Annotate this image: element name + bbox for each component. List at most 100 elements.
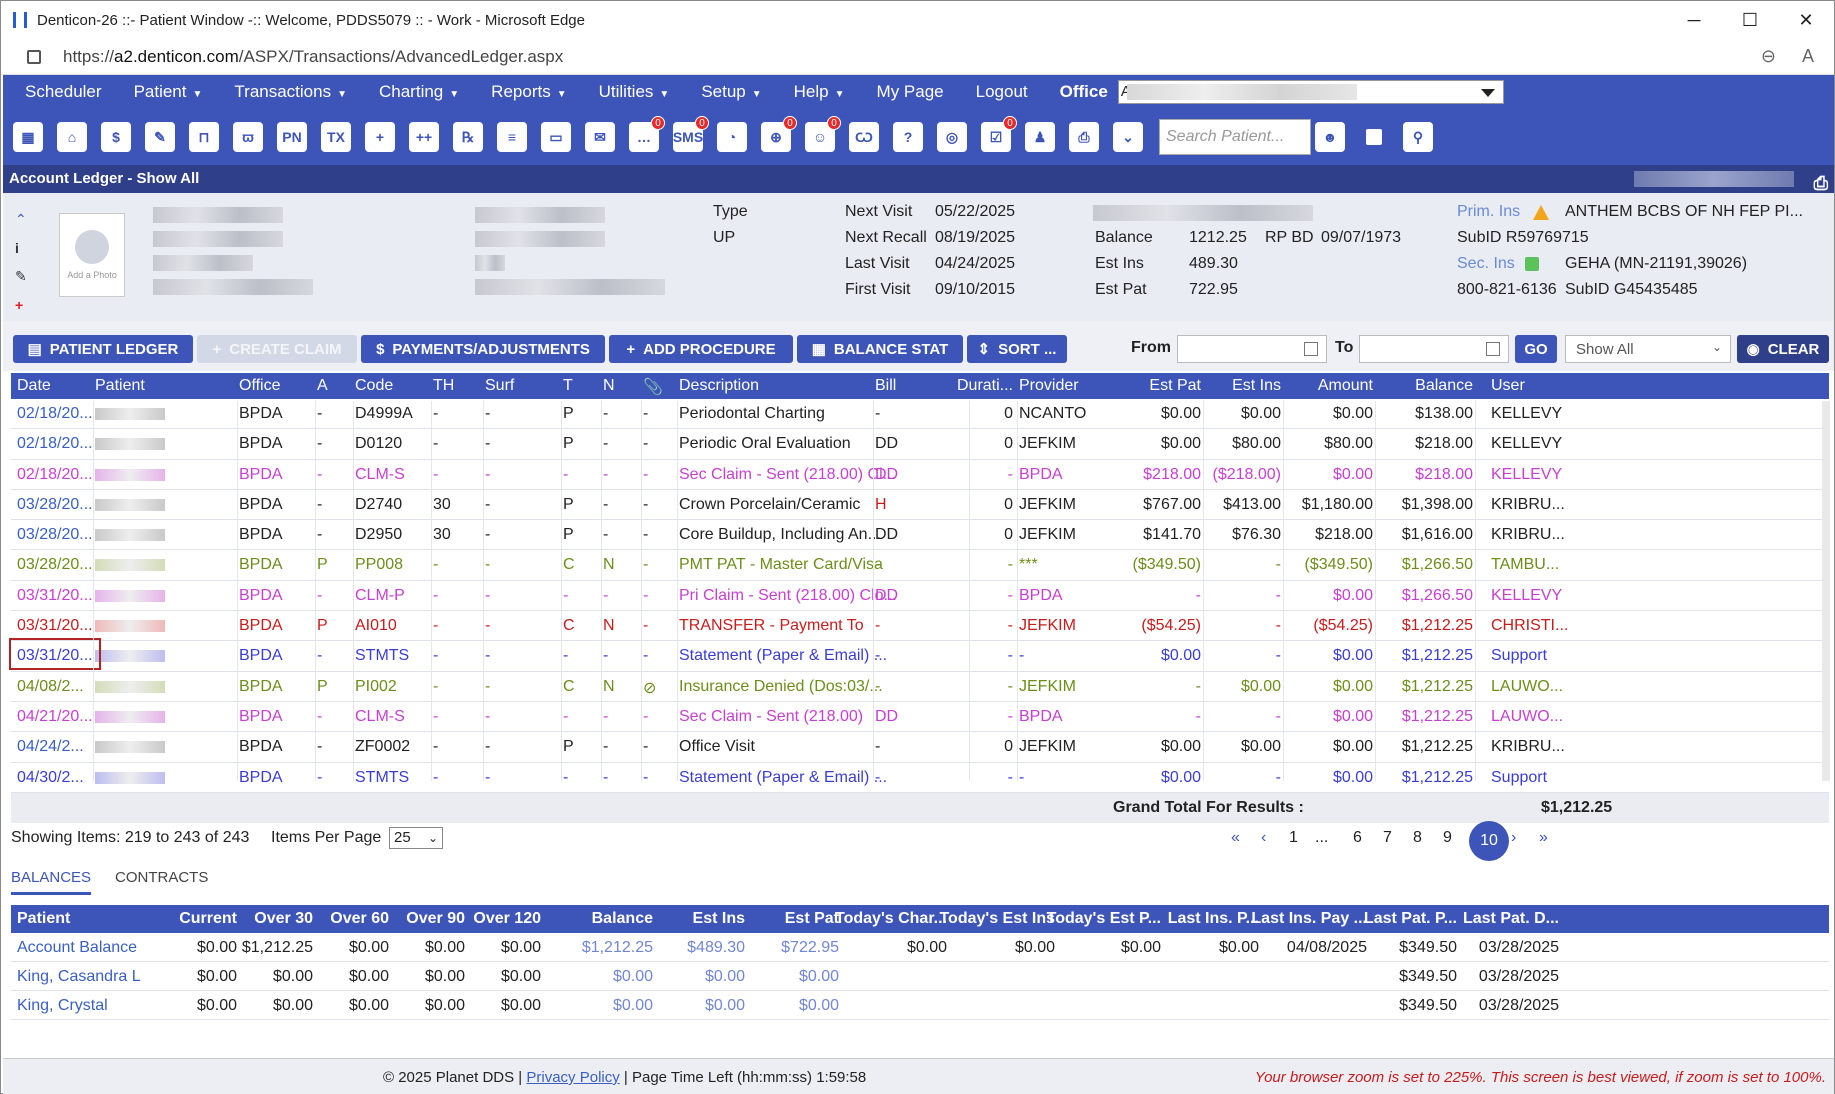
menu-item-charting[interactable]: Charting ▼: [379, 82, 459, 102]
table-row[interactable]: 02/18/20... BPDA - D4999A - - P - - Periodontal C…: [11, 399, 1829, 430]
table-row[interactable]: 04/24/2... BPDA - ZF0002 - - P - - Office Visit - 0…: [11, 732, 1829, 763]
calendar-icon[interactable]: [1304, 342, 1318, 356]
zoom-icon[interactable]: ⊖: [1760, 46, 1776, 66]
menu-item-reports[interactable]: Reports ▼: [491, 82, 566, 102]
last-page-icon[interactable]: »: [1539, 829, 1548, 846]
patient-ledger-button[interactable]: ▤ PATIENT LEDGER: [13, 335, 193, 363]
minimize-button[interactable]: ─: [1687, 9, 1701, 30]
calendar-icon[interactable]: ▦: [9, 118, 47, 156]
multi-search-icon[interactable]: ⚲: [1399, 118, 1437, 156]
office-select[interactable]: A: [1117, 80, 1504, 104]
table-row[interactable]: 03/28/20... BPDA P PP008- - C N - PMT PAT - Mast…: [11, 550, 1829, 581]
menu-item-my-page[interactable]: My Page: [877, 82, 944, 102]
clear-button[interactable]: ◉ CLEAR: [1737, 335, 1829, 363]
search-patient-input[interactable]: Search Patient...: [1159, 119, 1311, 155]
add-family-icon[interactable]: ++: [405, 118, 443, 156]
date-link[interactable]: 03/31/20...: [17, 647, 93, 665]
table-row[interactable]: 03/28/20... BPDA - D2740 30 - P - - Crown Porcela…: [11, 490, 1829, 521]
page-6[interactable]: 8: [1413, 829, 1422, 846]
read-aloud-icon[interactable]: A: [1801, 46, 1814, 66]
rx-icon[interactable]: ℞: [449, 118, 487, 156]
collapse-icon[interactable]: ⌄: [1109, 118, 1147, 156]
payments-adjustments-button[interactable]: $ PAYMENTS/ADJUSTMENTS: [361, 335, 605, 363]
date-link[interactable]: 04/24/2...: [17, 738, 84, 756]
date-link[interactable]: 02/18/20...: [17, 465, 93, 483]
table-row[interactable]: 04/21/20... BPDA - CLM-S - - - - - Sec Claim - Se…: [11, 702, 1829, 733]
date-link[interactable]: 03/28/20...: [17, 526, 93, 544]
info-icon[interactable]: i: [15, 240, 19, 256]
checkbox-icon[interactable]: [1355, 118, 1393, 156]
menu-item-logout[interactable]: Logout: [976, 82, 1028, 102]
add-procedure-button[interactable]: + ADD PROCEDURE: [609, 335, 793, 363]
page-3[interactable]: ...: [1315, 829, 1329, 846]
menu-item-scheduler[interactable]: Scheduler: [25, 82, 102, 102]
date-link[interactable]: 02/18/20...: [17, 435, 93, 453]
tooth-help-icon[interactable]: ?: [889, 118, 927, 156]
first-page-icon[interactable]: «: [1231, 829, 1240, 846]
tooth-icon[interactable]: Ѡ: [845, 118, 883, 156]
url-text[interactable]: https://a2.denticon.com/ASPX/Transaction…: [63, 46, 564, 66]
patient-link[interactable]: King, Crystal: [17, 997, 108, 1014]
ledger-scrollbar[interactable]: [1822, 401, 1830, 781]
globe-icon[interactable]: ◎: [933, 118, 971, 156]
date-link[interactable]: 03/31/20...: [17, 617, 93, 635]
to-date-input[interactable]: [1359, 335, 1509, 363]
table-row[interactable]: 02/18/20... BPDA - CLM-S - - - - - Sec Claim - Se…: [11, 460, 1829, 490]
web-icon[interactable]: ⊕ 0: [757, 116, 797, 156]
support-icon[interactable]: ☺ 0: [801, 116, 841, 156]
home-icon[interactable]: ⌂: [53, 118, 91, 156]
print-icon[interactable]: ⎙: [1813, 173, 1828, 193]
menu-item-transactions[interactable]: Transactions ▼: [234, 82, 347, 102]
table-row[interactable]: 03/28/20... BPDA - D2950 30 - P - - Core Buildup,…: [11, 520, 1829, 551]
privacy-policy-link[interactable]: Privacy Policy: [526, 1069, 620, 1086]
prim-ins-label[interactable]: Prim. Ins: [1457, 203, 1521, 220]
tooth-chart-icon[interactable]: ⊓: [185, 118, 223, 156]
calendar-icon[interactable]: [1486, 342, 1500, 356]
pn-icon[interactable]: PN: [273, 118, 311, 156]
perio-icon[interactable]: ϖ: [229, 118, 267, 156]
tab-balances[interactable]: BALANCES: [11, 869, 92, 895]
date-link[interactable]: 02/18/20...: [17, 405, 93, 422]
items-per-page-select[interactable]: 25 ⌄: [389, 827, 443, 849]
table-row[interactable]: 04/30/2... BPDA - STMTS - - - - - Statement (Pape…: [11, 763, 1829, 793]
date-link[interactable]: 03/31/20...: [17, 586, 93, 604]
table-row[interactable]: 04/08/2... BPDA P PI002 - - C N ⊘ Insurance Denie…: [11, 672, 1829, 702]
prev-page-icon[interactable]: ‹: [1261, 829, 1267, 846]
family-icon[interactable]: ♟: [1021, 118, 1059, 156]
attachment-icon[interactable]: ✎: [15, 268, 27, 284]
page-7[interactable]: 9: [1443, 829, 1452, 846]
medical-alert-icon[interactable]: +: [15, 297, 24, 313]
table-row[interactable]: 03/31/20... BPDA - CLM-P - - - - - Pri Claim - Se…: [11, 581, 1829, 612]
go-button[interactable]: GO: [1515, 335, 1557, 363]
maximize-button[interactable]: ☐: [1741, 9, 1759, 30]
tab-contracts[interactable]: CONTRACTS: [115, 869, 209, 886]
table-row[interactable]: 03/31/20... BPDA - STMTS - - - - - Statement (Pap…: [11, 641, 1829, 672]
date-link[interactable]: 03/28/20...: [17, 556, 93, 574]
notes-icon[interactable]: ≡: [493, 118, 531, 156]
table-row[interactable]: 02/18/20... BPDA - D0120 - - P - - Periodic Oral …: [11, 429, 1829, 460]
messages-icon[interactable]: … 0: [625, 116, 665, 156]
date-link[interactable]: 04/30/2...: [17, 768, 84, 786]
clock-icon[interactable]: ◔: [713, 118, 751, 156]
collapse-icon[interactable]: ⌃: [15, 211, 27, 227]
date-link[interactable]: 04/21/20...: [17, 707, 93, 725]
menu-item-patient[interactable]: Patient ▼: [134, 82, 203, 102]
date-link[interactable]: 03/28/20...: [17, 495, 93, 513]
scanner-icon[interactable]: ▭: [537, 118, 575, 156]
menu-item-setup[interactable]: Setup ▼: [701, 82, 761, 102]
forms-icon[interactable]: ☑ 0: [977, 116, 1017, 156]
page-8[interactable]: 10: [1469, 821, 1509, 861]
patient-link[interactable]: Account Balance: [17, 939, 138, 956]
add-patient-icon[interactable]: +: [361, 118, 399, 156]
sms-icon[interactable]: SMS 0: [669, 116, 709, 156]
user-search-icon[interactable]: ☻: [1311, 118, 1349, 156]
balance-stat-button[interactable]: ▦ BALANCE STAT: [797, 335, 963, 363]
table-row[interactable]: 03/31/20... BPDA P AI010- - C N - TRANSFER - Pay…: [11, 611, 1829, 642]
page-4[interactable]: 6: [1353, 829, 1362, 846]
page-2[interactable]: 1: [1289, 829, 1298, 846]
sort-button[interactable]: ⇕ SORT ...: [967, 335, 1067, 363]
next-page-icon[interactable]: ›: [1511, 829, 1517, 846]
address-bar[interactable]: https://a2.denticon.com/ASPX/Transaction…: [1, 39, 1834, 75]
create-claim-button[interactable]: + CREATE CLAIM: [197, 335, 357, 363]
chart-edit-icon[interactable]: ✎: [141, 118, 179, 156]
